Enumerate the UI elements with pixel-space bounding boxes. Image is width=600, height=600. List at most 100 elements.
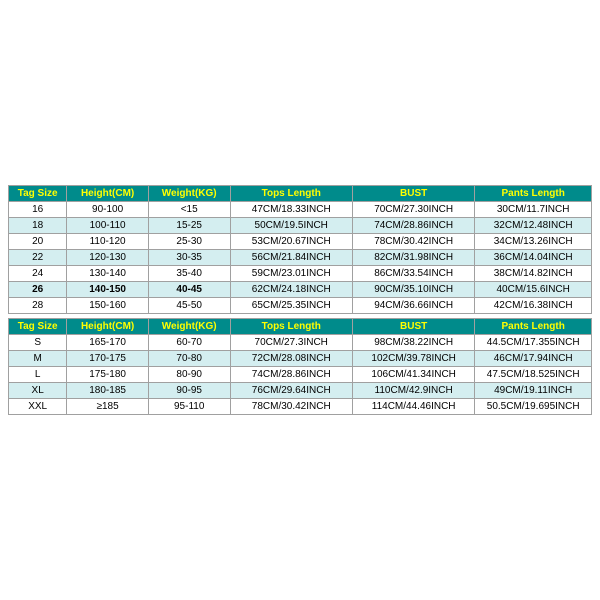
cell: 56CM/21.84INCH bbox=[230, 250, 352, 266]
cell: 40-45 bbox=[148, 282, 230, 298]
cell: 50CM/19.5INCH bbox=[230, 218, 352, 234]
cell: 65CM/25.35INCH bbox=[230, 298, 352, 314]
cell: 110CM/42.9INCH bbox=[352, 383, 474, 399]
table-row: S165-17060-7070CM/27.3INCH98CM/38.22INCH… bbox=[9, 335, 592, 351]
cell: 170-175 bbox=[67, 351, 149, 367]
adult-table-body: S165-17060-7070CM/27.3INCH98CM/38.22INCH… bbox=[9, 335, 592, 415]
col-tag-size: Tag Size bbox=[9, 319, 67, 335]
size-charts-container: Tag Size Height(CM) Weight(KG) Tops Leng… bbox=[8, 185, 592, 415]
cell: 28 bbox=[9, 298, 67, 314]
cell: 98CM/38.22INCH bbox=[352, 335, 474, 351]
table-row: 24130-14035-4059CM/23.01INCH86CM/33.54IN… bbox=[9, 266, 592, 282]
table-row: XXL≥18595-11078CM/30.42INCH114CM/44.46IN… bbox=[9, 399, 592, 415]
table-row: 18100-11015-2550CM/19.5INCH74CM/28.86INC… bbox=[9, 218, 592, 234]
cell: 78CM/30.42INCH bbox=[352, 234, 474, 250]
cell: 18 bbox=[9, 218, 67, 234]
cell: 95-110 bbox=[148, 399, 230, 415]
cell: <15 bbox=[148, 202, 230, 218]
cell: 76CM/29.64INCH bbox=[230, 383, 352, 399]
kids-table-body: 1690-100<1547CM/18.33INCH70CM/27.30INCH3… bbox=[9, 202, 592, 314]
cell: 32CM/12.48INCH bbox=[475, 218, 592, 234]
cell: 150-160 bbox=[67, 298, 149, 314]
cell: 86CM/33.54INCH bbox=[352, 266, 474, 282]
cell: 44.5CM/17.355INCH bbox=[475, 335, 592, 351]
cell: 90-100 bbox=[67, 202, 149, 218]
cell: 25-30 bbox=[148, 234, 230, 250]
cell: 82CM/31.98INCH bbox=[352, 250, 474, 266]
cell: L bbox=[9, 367, 67, 383]
cell: 22 bbox=[9, 250, 67, 266]
cell: 78CM/30.42INCH bbox=[230, 399, 352, 415]
cell: 72CM/28.08INCH bbox=[230, 351, 352, 367]
cell: 36CM/14.04INCH bbox=[475, 250, 592, 266]
cell: 130-140 bbox=[67, 266, 149, 282]
cell: 26 bbox=[9, 282, 67, 298]
col-weight: Weight(KG) bbox=[148, 186, 230, 202]
cell: 38CM/14.82INCH bbox=[475, 266, 592, 282]
cell: 30-35 bbox=[148, 250, 230, 266]
table-row: 26140-15040-4562CM/24.18INCH90CM/35.10IN… bbox=[9, 282, 592, 298]
cell: 60-70 bbox=[148, 335, 230, 351]
cell: XL bbox=[9, 383, 67, 399]
cell: 100-110 bbox=[67, 218, 149, 234]
cell: 70-80 bbox=[148, 351, 230, 367]
kids-size-table: Tag Size Height(CM) Weight(KG) Tops Leng… bbox=[8, 185, 592, 314]
table-row: 22120-13030-3556CM/21.84INCH82CM/31.98IN… bbox=[9, 250, 592, 266]
col-height: Height(CM) bbox=[67, 186, 149, 202]
cell: 45-50 bbox=[148, 298, 230, 314]
col-tops-length: Tops Length bbox=[230, 186, 352, 202]
cell: 180-185 bbox=[67, 383, 149, 399]
cell: 46CM/17.94INCH bbox=[475, 351, 592, 367]
cell: M bbox=[9, 351, 67, 367]
col-tops-length: Tops Length bbox=[230, 319, 352, 335]
cell: 80-90 bbox=[148, 367, 230, 383]
col-bust: BUST bbox=[352, 186, 474, 202]
cell: 110-120 bbox=[67, 234, 149, 250]
table-row: 28150-16045-5065CM/25.35INCH94CM/36.66IN… bbox=[9, 298, 592, 314]
col-weight: Weight(KG) bbox=[148, 319, 230, 335]
cell: 16 bbox=[9, 202, 67, 218]
cell: 50.5CM/19.695INCH bbox=[475, 399, 592, 415]
cell: 165-170 bbox=[67, 335, 149, 351]
cell: 90-95 bbox=[148, 383, 230, 399]
col-bust: BUST bbox=[352, 319, 474, 335]
table-header-row: Tag Size Height(CM) Weight(KG) Tops Leng… bbox=[9, 186, 592, 202]
cell: 30CM/11.7INCH bbox=[475, 202, 592, 218]
cell: 102CM/39.78INCH bbox=[352, 351, 474, 367]
cell: S bbox=[9, 335, 67, 351]
table-row: XL180-18590-9576CM/29.64INCH110CM/42.9IN… bbox=[9, 383, 592, 399]
cell: 42CM/16.38INCH bbox=[475, 298, 592, 314]
col-tag-size: Tag Size bbox=[9, 186, 67, 202]
table-row: 20110-12025-3053CM/20.67INCH78CM/30.42IN… bbox=[9, 234, 592, 250]
cell: 35-40 bbox=[148, 266, 230, 282]
col-pants-length: Pants Length bbox=[475, 319, 592, 335]
cell: 20 bbox=[9, 234, 67, 250]
cell: 24 bbox=[9, 266, 67, 282]
table-row: 1690-100<1547CM/18.33INCH70CM/27.30INCH3… bbox=[9, 202, 592, 218]
cell: 62CM/24.18INCH bbox=[230, 282, 352, 298]
cell: 47.5CM/18.525INCH bbox=[475, 367, 592, 383]
cell: 70CM/27.30INCH bbox=[352, 202, 474, 218]
cell: 114CM/44.46INCH bbox=[352, 399, 474, 415]
cell: 70CM/27.3INCH bbox=[230, 335, 352, 351]
cell: 175-180 bbox=[67, 367, 149, 383]
table-row: L175-18080-9074CM/28.86INCH106CM/41.34IN… bbox=[9, 367, 592, 383]
cell: 49CM/19.11INCH bbox=[475, 383, 592, 399]
adult-size-table: Tag Size Height(CM) Weight(KG) Tops Leng… bbox=[8, 318, 592, 415]
cell: ≥185 bbox=[67, 399, 149, 415]
cell: 40CM/15.6INCH bbox=[475, 282, 592, 298]
col-pants-length: Pants Length bbox=[475, 186, 592, 202]
table-row: M170-17570-8072CM/28.08INCH102CM/39.78IN… bbox=[9, 351, 592, 367]
col-height: Height(CM) bbox=[67, 319, 149, 335]
cell: 74CM/28.86INCH bbox=[352, 218, 474, 234]
cell: 106CM/41.34INCH bbox=[352, 367, 474, 383]
cell: 94CM/36.66INCH bbox=[352, 298, 474, 314]
cell: 90CM/35.10INCH bbox=[352, 282, 474, 298]
cell: 53CM/20.67INCH bbox=[230, 234, 352, 250]
cell: 15-25 bbox=[148, 218, 230, 234]
cell: 47CM/18.33INCH bbox=[230, 202, 352, 218]
cell: 34CM/13.26INCH bbox=[475, 234, 592, 250]
cell: 140-150 bbox=[67, 282, 149, 298]
cell: 74CM/28.86INCH bbox=[230, 367, 352, 383]
cell: XXL bbox=[9, 399, 67, 415]
